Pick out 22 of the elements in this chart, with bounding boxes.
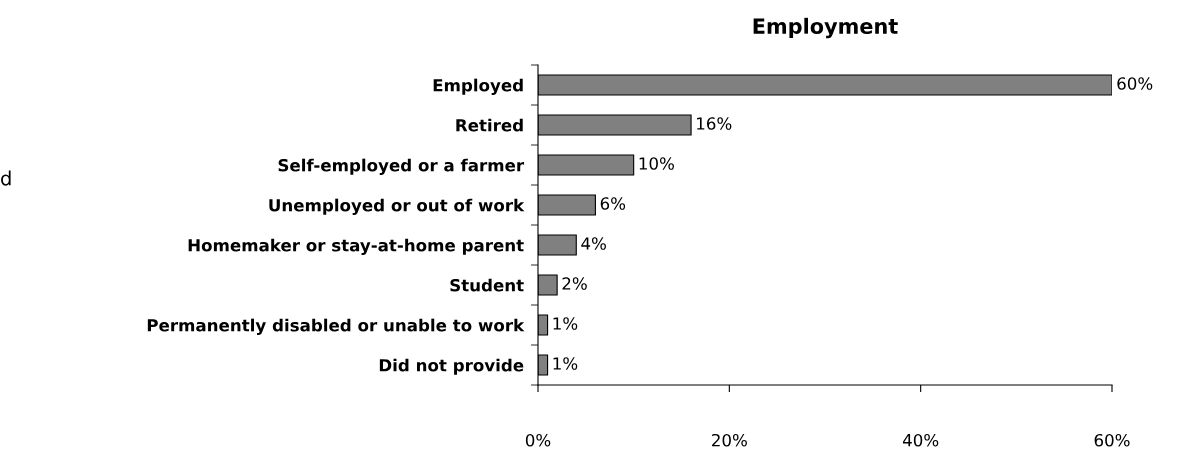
y-tick-label: Employed: [433, 78, 523, 95]
text: d: [1, 170, 11, 186]
y-tick-label: Permanently disabled or unable to work: [147, 318, 525, 335]
y-tick-label: Self-employed or a farmer: [278, 158, 525, 175]
data-label: 1%: [553, 317, 578, 330]
data-label: 10%: [639, 157, 674, 170]
y-tick-label: Retired: [456, 118, 523, 132]
y-tick-label: Unemployed or out of work: [269, 198, 525, 215]
data-label: 6%: [600, 197, 626, 210]
x-tick-label: 60%: [1094, 433, 1130, 447]
y-tick-label: Student: [450, 278, 524, 292]
y-tick-label: Homemaker or stay-at-home parent: [188, 238, 524, 255]
data-label: 1%: [553, 357, 578, 370]
data-label: 4%: [581, 237, 606, 250]
x-tick-label: 20%: [712, 433, 747, 447]
data-label: 16%: [697, 117, 732, 130]
x-tick-label: 0%: [525, 433, 551, 447]
data-label: 60%: [1117, 77, 1153, 90]
x-tick-label: 40%: [902, 433, 939, 447]
data-label: 2%: [562, 277, 587, 290]
chart-title: Employment: [753, 17, 898, 39]
y-tick-label: Did not provide: [379, 358, 524, 375]
